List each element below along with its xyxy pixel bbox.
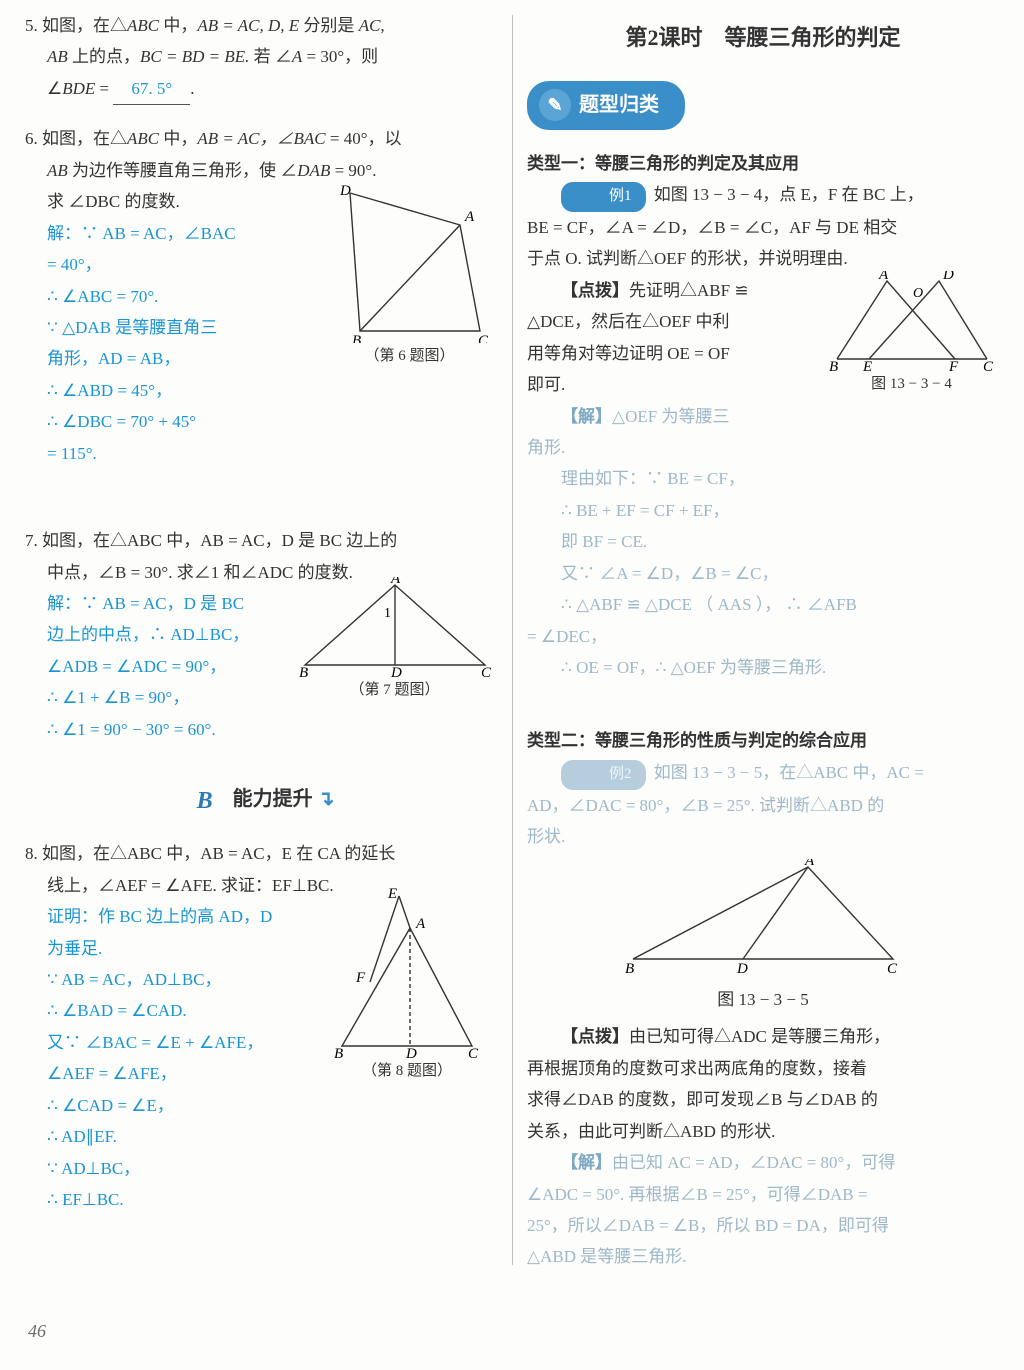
answer-blank: 67. 5°: [113, 73, 190, 105]
svg-text:A: A: [878, 271, 889, 283]
svg-text:F: F: [948, 359, 959, 371]
solution: 【解】由已知 AC = AD，∠DAC = 80°，可得 ∠ADC = 50°.…: [527, 1147, 999, 1273]
type-1: 类型一：等腰三角形的判定及其应用 例1 如图 13 − 3 − 4，点 E，F …: [527, 148, 999, 684]
triangle-figure-8-svg: E A F B D C: [332, 888, 482, 1058]
column-divider: [512, 15, 513, 1265]
svg-text:B: B: [829, 359, 838, 371]
solution: 【解】△OEF 为等腰三 角形. 理由如下：∵ BE = CF， ∴ BE + …: [527, 401, 999, 684]
triangle-figure-7-svg: A B C D 1: [295, 577, 495, 677]
hint: 【点拨】先证明△ABF ≌: [527, 275, 820, 306]
svg-text:C: C: [478, 333, 489, 343]
svg-text:1: 1: [384, 606, 391, 621]
figure-6: D A B C （第 6 题图）: [322, 183, 497, 371]
right-column: 第2课时 等腰三角形的判定 ✎ 题型归类 类型一：等腰三角形的判定及其应用 例1…: [512, 10, 999, 1291]
text: 形状.: [527, 821, 999, 852]
solution: 证明：作 BC 边上的高 AD，D 为垂足. ∵ AB = AC，AD⊥BC， …: [25, 901, 308, 1215]
text: BE = CF，∠A = ∠D，∠B = ∠C，AF 与 DE 相交: [527, 212, 999, 243]
figure-caption: 图 13 − 3 − 4: [824, 371, 999, 399]
svg-text:D: D: [942, 271, 954, 283]
figure-caption: （第 7 题图）: [292, 677, 497, 705]
problem-8: 8. 如图，在△ABC 中，AB = AC，E 在 CA 的延长 线上，∠AEF…: [25, 838, 497, 1215]
svg-text:D: D: [736, 961, 748, 974]
svg-text:D: D: [405, 1046, 417, 1058]
svg-text:B: B: [299, 665, 308, 677]
key-icon: ✎: [539, 89, 571, 121]
figure-13-3-4: A D O B E F C 图 13 − 3 − 4: [824, 271, 999, 399]
svg-text:O: O: [913, 286, 923, 301]
level-b-header: B 能力提升 ↴: [25, 781, 497, 818]
triangle-figure-6-svg: D A B C: [330, 183, 490, 343]
svg-text:E: E: [387, 888, 397, 902]
lesson-title: 第2课时 等腰三角形的判定: [527, 18, 999, 59]
problem-7: 7. 如图，在△ABC 中，AB = AC，D 是 BC 边上的 中点，∠B =…: [25, 525, 497, 745]
figure-8: E A F B D C （第 8 题图）: [327, 888, 487, 1086]
left-column: 5. 如图，在△ABC 中，AB = AC, D, E 分别是 AC, AB 上…: [25, 10, 512, 1291]
svg-text:C: C: [983, 359, 994, 371]
text: 于点 O. 试判断△OEF 的形状，并说明理由.: [527, 243, 999, 274]
page-number: 46: [28, 1315, 46, 1348]
problem-number: 5.: [25, 16, 38, 35]
section-badge: ✎ 题型归类: [527, 81, 685, 130]
text: 如图，在△ABC 中，AB = AC，∠BAC = 40°，以: [42, 129, 402, 148]
arrow-icon: ↴: [318, 788, 335, 810]
problem-6: 6. 如图，在△ABC 中，AB = AC，∠BAC = 40°，以 AB 为边…: [25, 123, 497, 469]
text: 如图，在△ABC 中，AB = AC，D 是 BC 边上的: [42, 531, 397, 550]
svg-text:A: A: [390, 577, 401, 587]
type-heading: 类型二：等腰三角形的性质与判定的综合应用: [527, 725, 999, 756]
svg-text:C: C: [481, 665, 492, 677]
hint: 【点拨】由已知可得△ADC 是等腰三角形， 再根据顶角的度数可求出两底角的度数，…: [527, 1021, 999, 1147]
svg-text:B: B: [334, 1046, 343, 1058]
problem-5: 5. 如图，在△ABC 中，AB = AC, D, E 分别是 AC, AB 上…: [25, 10, 497, 105]
figure-13-3-5: A B D C 图 13 − 3 − 5: [527, 859, 999, 1016]
type-heading: 类型一：等腰三角形的判定及其应用: [527, 148, 999, 179]
solution: 解：∵ AB = AC，∠BAC = 40°， ∴ ∠ABC = 70°. ∵ …: [25, 218, 299, 470]
badge-label: 题型归类: [579, 87, 659, 124]
svg-text:C: C: [468, 1046, 479, 1058]
level-b-icon: B: [188, 784, 222, 818]
svg-text:B: B: [352, 333, 361, 343]
text: 如图 13 − 3 − 5，在△ABC 中，AC =: [654, 763, 924, 782]
figure-7: A B C D 1 （第 7 题图）: [292, 577, 497, 705]
svg-text:A: A: [804, 859, 815, 869]
svg-text:A: A: [464, 209, 475, 225]
figure-caption: （第 8 题图）: [327, 1058, 487, 1086]
level-b-label: 能力提升: [233, 788, 313, 810]
problem-number: 6.: [25, 129, 38, 148]
figure-caption: （第 6 题图）: [322, 343, 497, 371]
figure-caption: 图 13 − 3 − 5: [527, 984, 999, 1015]
text: 如图，在△ABC 中，AB = AC, D, E 分别是 AC,: [42, 16, 385, 35]
triangle-figure-r1-svg: A D O B E F C: [827, 271, 997, 371]
svg-text:C: C: [887, 961, 898, 974]
svg-text:D: D: [390, 665, 402, 677]
triangle-figure-r2-svg: A B D C: [613, 859, 913, 974]
svg-text:D: D: [339, 183, 351, 199]
type-2: 类型二：等腰三角形的性质与判定的综合应用 例2 如图 13 − 3 − 5，在△…: [527, 725, 999, 1272]
svg-text:F: F: [355, 970, 366, 986]
text: 如图，在△ABC 中，AB = AC，E 在 CA 的延长: [42, 844, 395, 863]
problem-number: 8.: [25, 844, 38, 863]
text: 如图 13 − 3 − 4，点 E，F 在 BC 上，: [654, 185, 924, 204]
svg-text:E: E: [862, 359, 872, 371]
text: AD，∠DAC = 80°，∠B = 25°. 试判断△ABD 的: [527, 790, 999, 821]
svg-text:B: B: [625, 961, 634, 974]
svg-text:A: A: [415, 916, 426, 932]
solution: 解：∵ AB = AC，D 是 BC 边上的中点，∴ AD⊥BC， ∠ADB =…: [25, 588, 299, 745]
problem-number: 7.: [25, 531, 38, 550]
example-pill: 例2: [561, 760, 646, 790]
example-pill: 例1: [561, 182, 646, 212]
